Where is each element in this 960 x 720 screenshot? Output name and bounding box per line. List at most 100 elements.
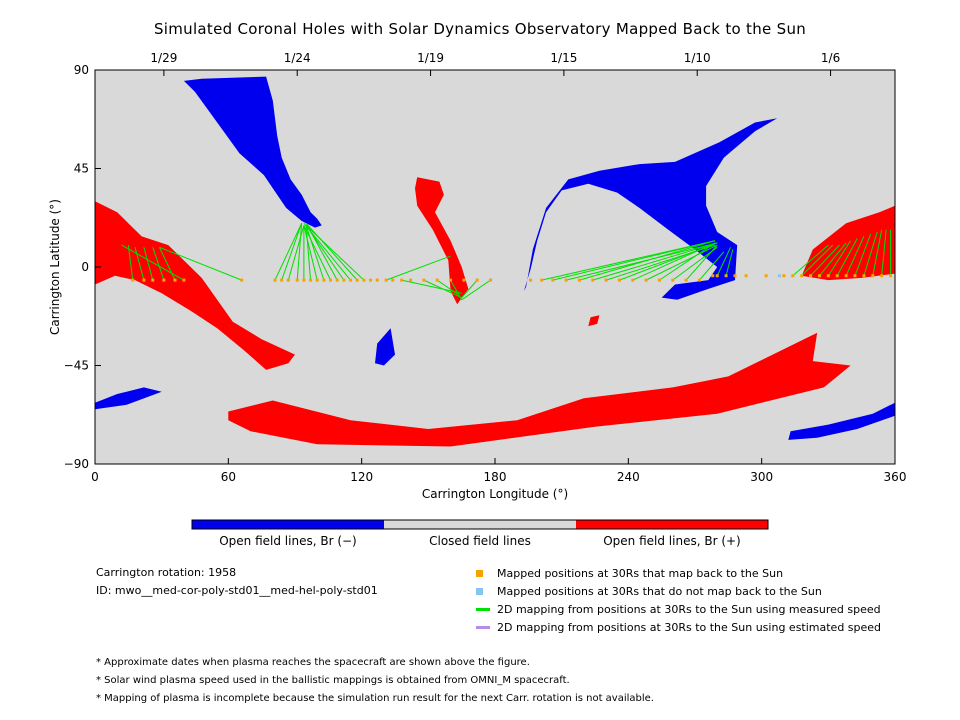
x-tick-label: 300	[750, 470, 773, 484]
mapping-line	[305, 225, 345, 281]
mapped-point	[844, 274, 848, 278]
y-axis-label: Carrington Latitude (°)	[48, 199, 62, 335]
mapped-point	[551, 278, 555, 282]
legend-label: Mapped positions at 30Rs that map back t…	[497, 566, 784, 580]
legend-item-estimated: 2D mapping from positions at 30Rs to the…	[476, 619, 881, 635]
mapped-point	[577, 278, 581, 282]
mapped-point	[564, 278, 568, 282]
mapping-line	[863, 231, 878, 276]
mapped-point	[880, 274, 884, 278]
mapped-point	[342, 278, 346, 282]
mapped-point	[529, 278, 533, 282]
mapped-point	[173, 278, 177, 282]
mapping-line	[579, 240, 716, 281]
mapped-swatch	[476, 569, 483, 577]
mapping-line	[143, 247, 154, 281]
carrington-rotation-text: Carrington rotation: 1958	[96, 566, 237, 579]
mapping-line	[134, 247, 145, 281]
negative-coronal-hole	[183, 76, 322, 228]
mapping-line	[127, 245, 134, 281]
mapping-line	[401, 279, 462, 294]
mapping-line	[592, 242, 718, 281]
y-tick-label: 45	[74, 162, 89, 176]
mapped-point	[724, 274, 728, 278]
mapped-point	[862, 274, 866, 278]
mapping-line	[845, 236, 865, 276]
footnote: * Solar wind plasma speed used in the ba…	[96, 675, 570, 686]
mapped-point	[733, 274, 737, 278]
legend-label: 2D mapping from positions at 30Rs to the…	[497, 620, 882, 634]
mapped-point	[889, 274, 893, 278]
mapping-line	[305, 225, 312, 281]
mapped-point	[240, 278, 244, 282]
mapping-line	[836, 238, 858, 276]
mapping-line	[659, 242, 716, 281]
mapped-point	[131, 278, 135, 282]
mapping-line	[450, 279, 463, 301]
mapping-line	[801, 244, 834, 277]
y-tick-label: −90	[64, 457, 89, 471]
mapping-line	[385, 255, 451, 281]
legend-label: Mapped positions at 30Rs that do not map…	[497, 584, 822, 598]
mapping-line	[810, 244, 840, 277]
date-label: 1/24	[284, 51, 311, 65]
y-tick-label: −45	[64, 359, 89, 373]
mapping-line	[792, 244, 829, 277]
positive-coronal-hole	[801, 205, 895, 281]
mapped-point	[384, 278, 388, 282]
mapping-line	[303, 225, 332, 281]
x-tick-label: 0	[91, 470, 99, 484]
mapped-point	[391, 278, 395, 282]
mapped-point	[322, 278, 326, 282]
y-tick-label: 0	[81, 260, 89, 274]
mapped-point	[295, 278, 299, 282]
mapped-point	[853, 274, 857, 278]
legend-label: 2D mapping from positions at 30Rs to the…	[497, 602, 881, 616]
mapped-point	[355, 278, 359, 282]
date-label: 1/10	[684, 51, 711, 65]
date-label: 1/19	[417, 51, 444, 65]
x-tick-label: 180	[484, 470, 507, 484]
mapping-line	[645, 244, 718, 281]
mapped-point	[809, 274, 813, 278]
mapped-point	[142, 278, 146, 282]
mapped-point	[151, 278, 155, 282]
mapped-point	[657, 278, 661, 282]
mapped-point	[329, 278, 333, 282]
mapped-point	[462, 278, 466, 282]
x-tick-label: 360	[884, 470, 907, 484]
mapped-point	[489, 278, 493, 282]
mapping-line	[436, 279, 460, 296]
x-tick-label: 60	[221, 470, 236, 484]
colorbar-segment	[384, 520, 576, 529]
negative-coronal-hole	[95, 387, 162, 410]
mapping-line	[725, 249, 734, 276]
mapping-line	[303, 222, 351, 281]
measured-line-swatch	[476, 607, 490, 611]
mapping-line	[819, 242, 847, 277]
estimated-line-swatch	[476, 625, 490, 629]
unmapped-point	[777, 274, 781, 278]
mapped-point	[400, 278, 404, 282]
mapping-line	[296, 223, 303, 281]
positive-coronal-hole	[588, 315, 600, 327]
mapping-line	[281, 223, 303, 281]
mapped-point	[540, 278, 544, 282]
date-label: 1/29	[150, 51, 177, 65]
mapped-point	[791, 274, 795, 278]
mapped-point	[800, 274, 804, 278]
mapped-point	[591, 278, 595, 282]
mapping-line	[854, 233, 872, 276]
mapped-point	[817, 274, 821, 278]
negative-coronal-hole	[788, 402, 895, 440]
mapping-line	[827, 240, 851, 277]
mapped-point	[369, 278, 373, 282]
mapped-point	[409, 278, 413, 282]
mapping-line	[152, 247, 165, 281]
colorbar-frame	[191, 519, 769, 530]
mapped-point	[435, 278, 439, 282]
date-label: 1/6	[821, 51, 840, 65]
mapped-point	[273, 278, 277, 282]
mapped-point	[684, 278, 688, 282]
mapped-point	[835, 274, 839, 278]
